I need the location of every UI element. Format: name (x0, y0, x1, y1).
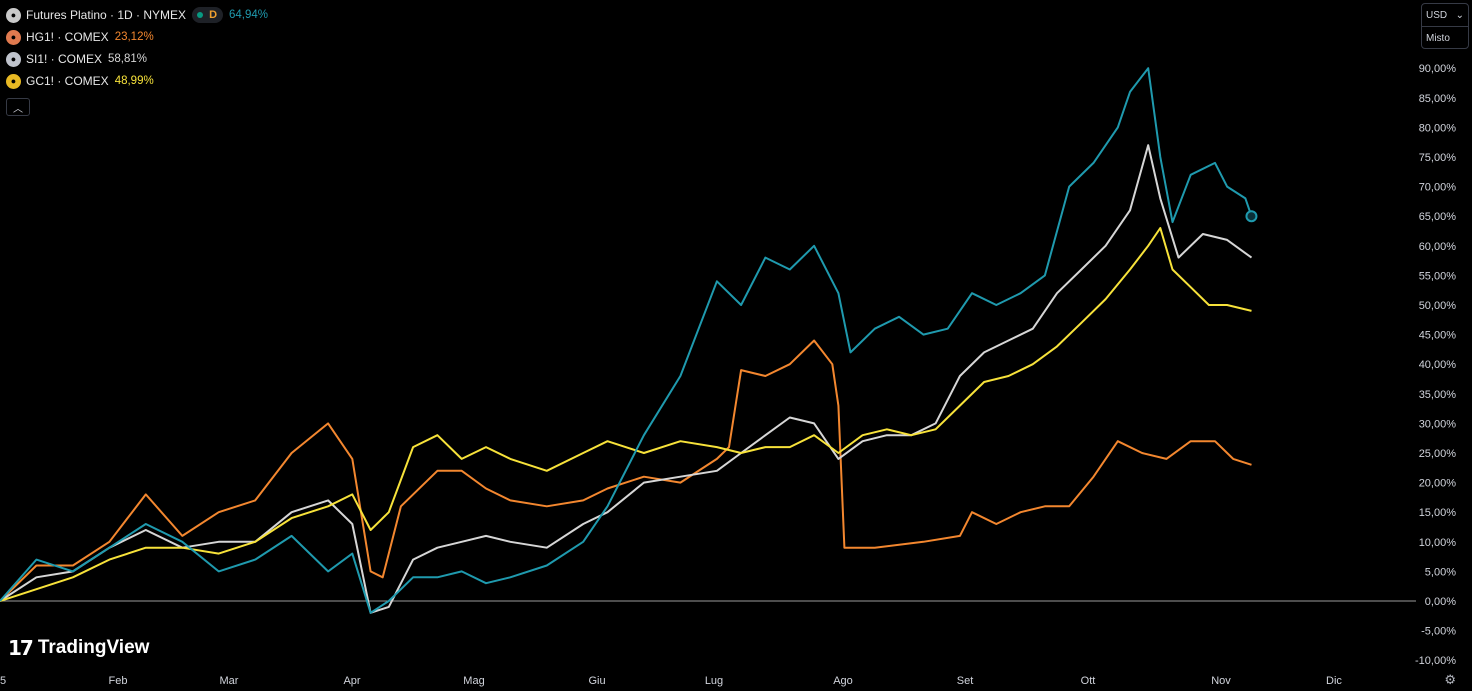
x-tick-label: Ott (1081, 675, 1096, 687)
last-value-marker[interactable] (1245, 210, 1258, 223)
y-tick-label: 50,00% (1419, 300, 1457, 312)
y-tick-label: -10,00% (1415, 655, 1456, 667)
x-tick-label: Nov (1211, 675, 1231, 687)
silver-icon: ● (6, 51, 21, 67)
legend-item-change: 48,99% (114, 75, 154, 87)
legend-item-si1[interactable]: ● SI1! · COMEX 58,81% (6, 48, 268, 70)
x-tick-label: 25 (0, 675, 6, 687)
y-tick-label: 35,00% (1419, 389, 1457, 401)
scale-mode-label: Misto (1426, 32, 1450, 44)
scale-controls: USD ⌄ Misto (1421, 3, 1469, 49)
y-tick-label: -5,00% (1421, 626, 1456, 638)
series-line-2 (0, 227, 1252, 602)
x-tick-label: Mar (220, 675, 239, 687)
y-tick-label: 25,00% (1419, 448, 1457, 460)
tradingview-mark-icon: 17 (8, 636, 34, 660)
legend-item-change: 23,12% (114, 31, 154, 43)
y-tick-label: 15,00% (1419, 507, 1457, 519)
gear-icon[interactable]: ⚙ (1444, 672, 1456, 687)
y-tick-label: 30,00% (1419, 418, 1457, 430)
chevron-up-icon: ︿ (13, 103, 23, 115)
y-tick-label: 45,00% (1419, 330, 1457, 342)
platinum-icon: ● (6, 7, 21, 23)
y-tick-label: 20,00% (1419, 478, 1457, 490)
x-tick-label: Giu (588, 675, 605, 687)
legend-item-gc1[interactable]: ● GC1! · COMEX 48,99% (6, 70, 268, 92)
x-tick-label: Apr (343, 675, 360, 687)
interval-letter: D (209, 9, 218, 21)
x-tick-label: Dic (1326, 675, 1342, 687)
chart-legend: ● Futures Platino · 1D · NYMEX D 64,94% … (6, 4, 268, 116)
x-tick-label: Ago (833, 675, 853, 687)
y-tick-label: 5,00% (1425, 566, 1456, 578)
legend-main-name: Futures Platino · 1D · NYMEX (26, 8, 187, 22)
y-tick-label: 10,00% (1419, 537, 1457, 549)
series-line-0 (0, 339, 1252, 602)
copper-icon: ● (6, 29, 21, 45)
y-tick-label: 70,00% (1419, 182, 1457, 194)
interval-badge[interactable]: D (192, 7, 224, 23)
collapse-legend-button[interactable]: ︿ (6, 98, 30, 116)
market-status-icon (197, 12, 204, 18)
legend-item-hg1[interactable]: ● HG1! · COMEX 23,12% (6, 26, 268, 48)
y-tick-label: 85,00% (1419, 93, 1457, 105)
y-tick-label: 75,00% (1419, 152, 1457, 164)
currency-select[interactable]: USD ⌄ (1422, 4, 1468, 26)
x-tick-label: Feb (109, 675, 128, 687)
x-tick-label: Set (957, 675, 974, 687)
y-tick-label: 90,00% (1419, 63, 1457, 75)
legend-item-change: 58,81% (108, 53, 148, 65)
y-tick-label: 55,00% (1419, 270, 1457, 282)
legend-item-name: HG1! · COMEX (26, 30, 109, 44)
currency-label: USD (1426, 9, 1448, 21)
series-line-3 (0, 67, 1253, 614)
tradingview-logo[interactable]: 17 TradingView (8, 636, 149, 660)
legend-main-series[interactable]: ● Futures Platino · 1D · NYMEX D 64,94% (6, 4, 268, 26)
y-tick-label: 65,00% (1419, 211, 1457, 223)
scale-mode-select[interactable]: Misto (1422, 26, 1468, 49)
legend-item-name: GC1! · COMEX (26, 74, 109, 88)
legend-item-name: SI1! · COMEX (26, 52, 103, 66)
tradingview-wordmark: TradingView (37, 637, 150, 658)
series-line-1 (0, 144, 1253, 614)
y-tick-label: 0,00% (1425, 596, 1456, 608)
x-tick-label: Mag (463, 675, 484, 687)
gold-icon: ● (6, 73, 21, 89)
legend-main-change: 64,94% (229, 9, 269, 21)
y-tick-label: 40,00% (1419, 359, 1457, 371)
y-tick-label: 80,00% (1419, 122, 1457, 134)
x-tick-label: Lug (705, 675, 723, 687)
chevron-down-icon: ⌄ (1455, 9, 1464, 21)
y-tick-label: 60,00% (1419, 241, 1457, 253)
